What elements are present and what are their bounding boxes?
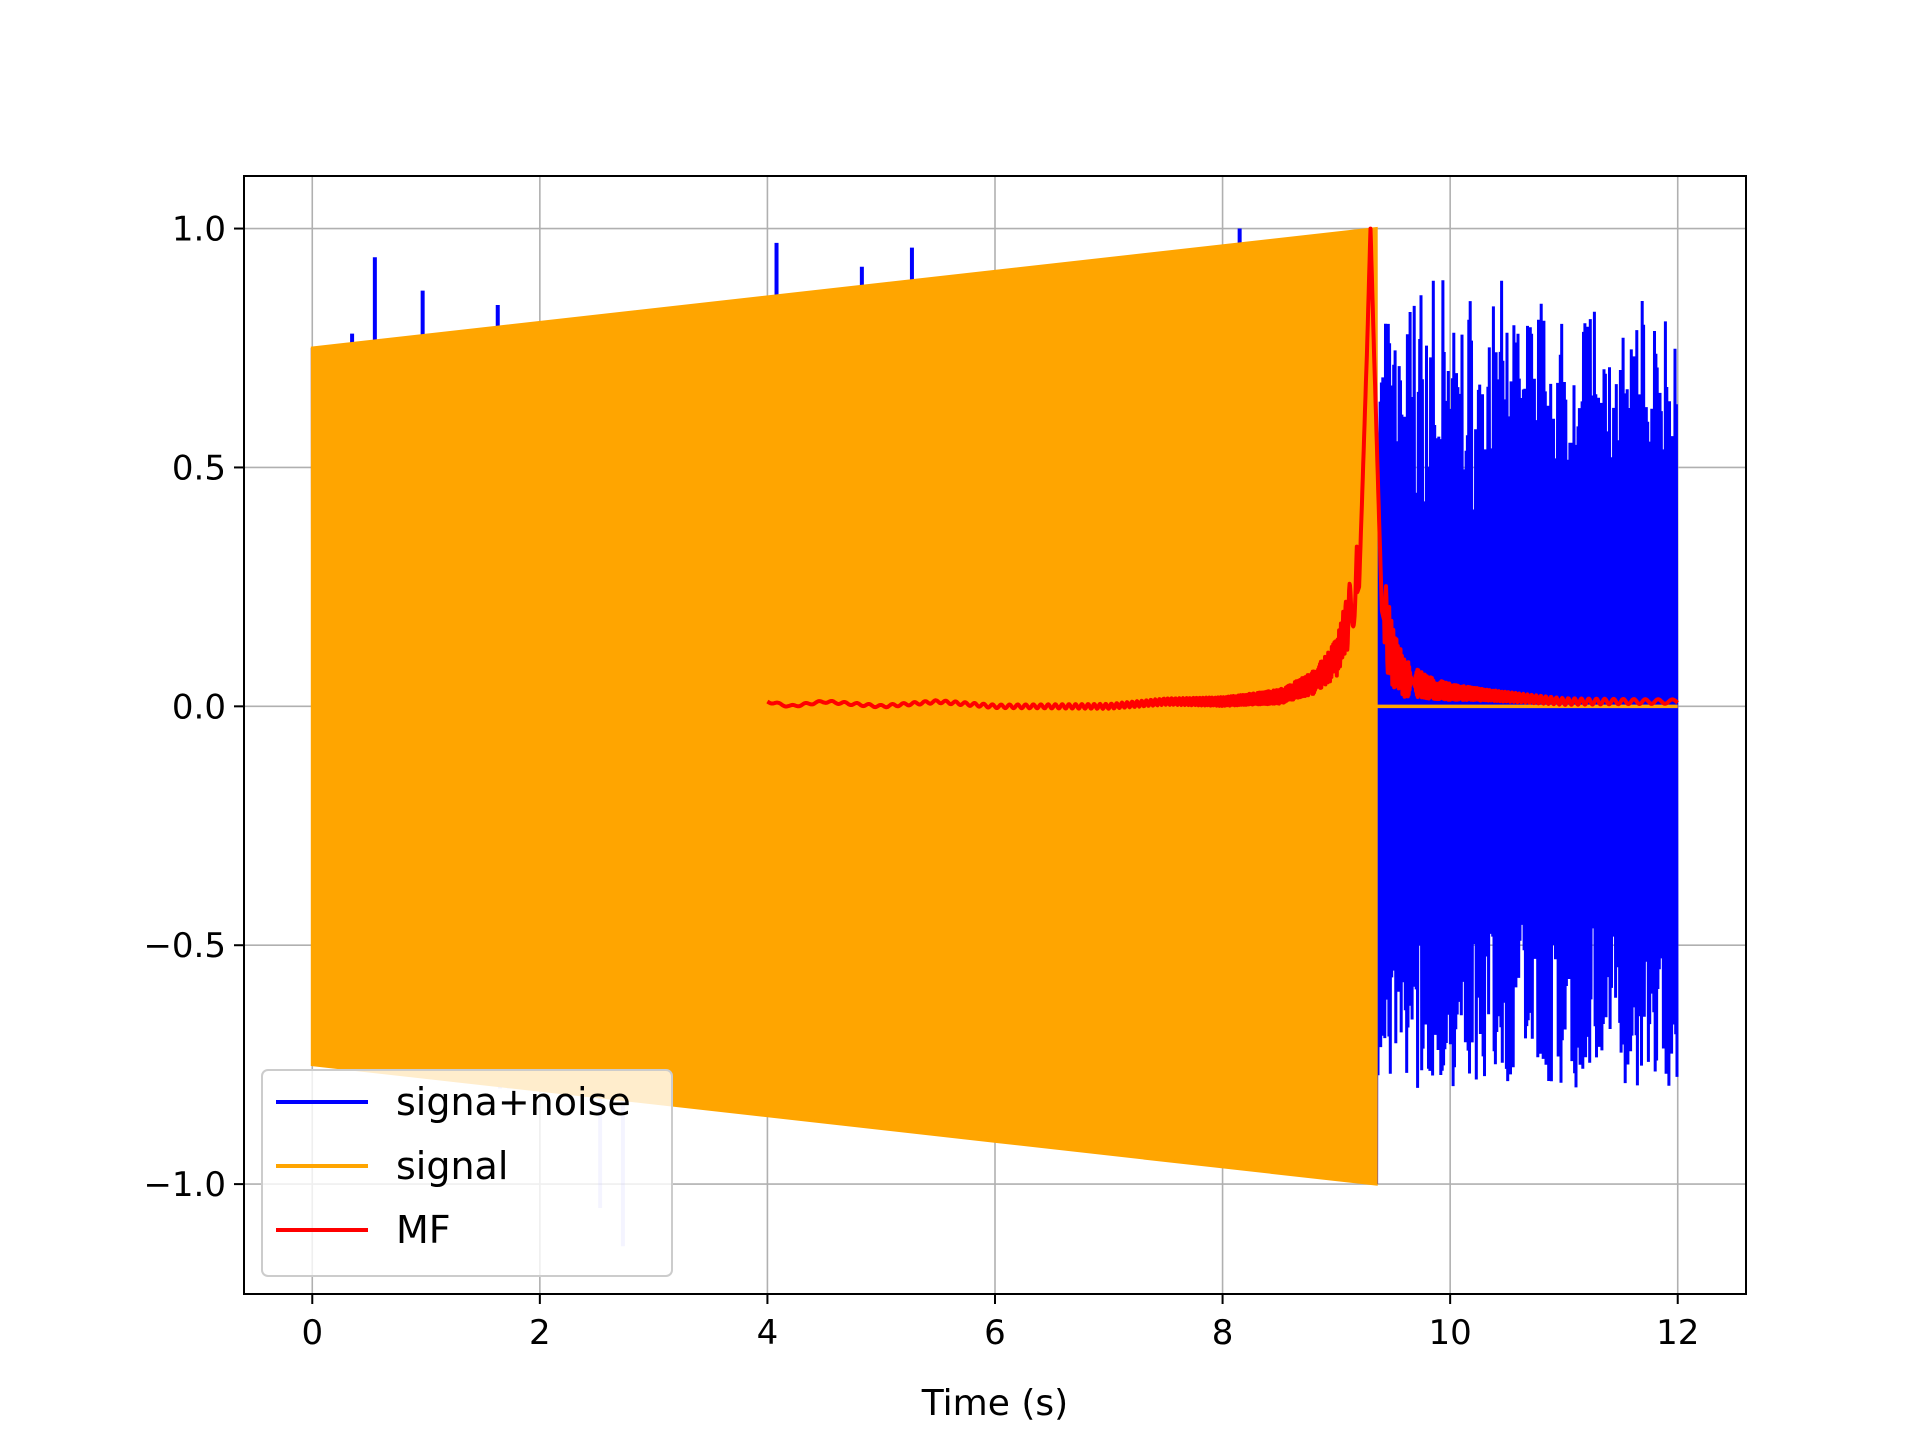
y-tick-label: −0.5 xyxy=(143,926,226,966)
legend-label: signa+noise xyxy=(396,1080,631,1124)
x-tick-label: 8 xyxy=(1212,1313,1234,1353)
x-tick-label: 2 xyxy=(529,1313,551,1353)
series-signal-envelope xyxy=(310,226,1378,1186)
legend-label: MF xyxy=(396,1208,451,1252)
y-tick-label: 0.5 xyxy=(172,448,226,488)
ticks: 0 2 4 6 8 10 12 −1.0 −0.5 0.0 0.5 1.0 xyxy=(143,210,1699,1353)
x-tick-label: 10 xyxy=(1429,1313,1472,1353)
legend-label: signal xyxy=(396,1144,508,1188)
series-mf-line xyxy=(765,226,1680,711)
y-tick-label: −1.0 xyxy=(143,1165,226,1205)
x-tick-label: 12 xyxy=(1656,1313,1699,1353)
legend: signa+noise signal MF xyxy=(261,1069,673,1277)
x-tick-label: 0 xyxy=(301,1313,323,1353)
x-tick-label: 6 xyxy=(984,1313,1006,1353)
y-tick-label: 1.0 xyxy=(172,210,226,250)
legend-box xyxy=(261,1069,673,1277)
x-tick-label: 4 xyxy=(757,1313,779,1353)
x-axis-label: Time (s) xyxy=(921,1383,1068,1424)
y-tick-label: 0.0 xyxy=(172,687,226,727)
